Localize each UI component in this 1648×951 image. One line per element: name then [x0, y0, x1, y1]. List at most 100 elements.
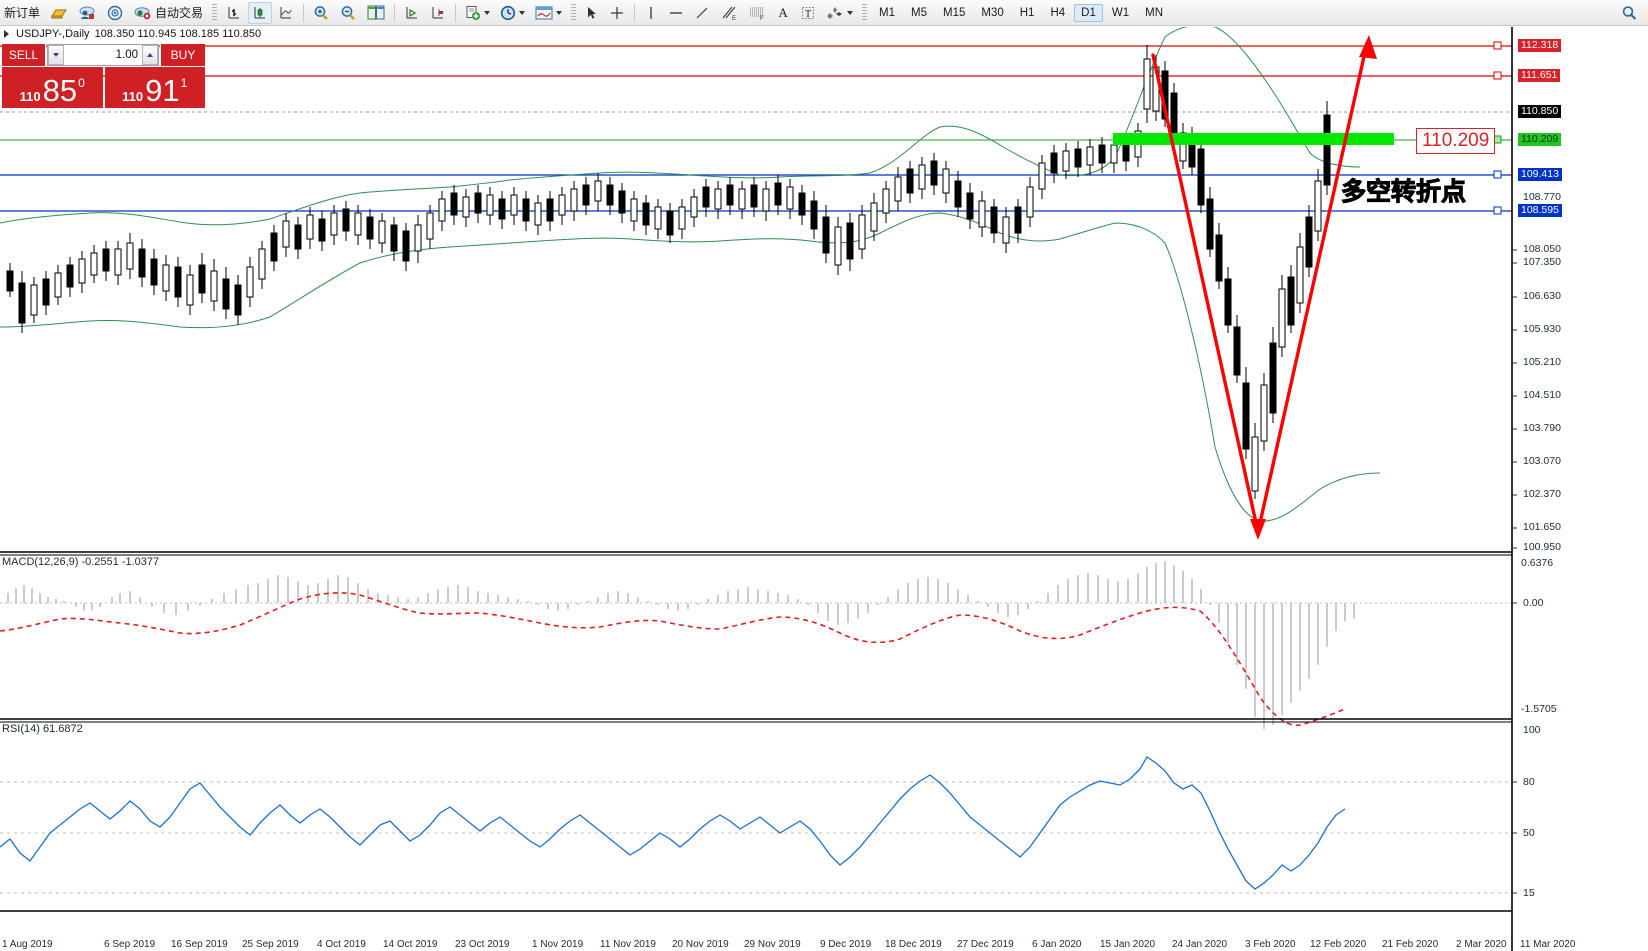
date-tick-16: 24 Jan 2020 [1172, 939, 1228, 950]
arrow-cursor-icon[interactable] [581, 2, 603, 24]
candlestick-chart-button[interactable] [248, 1, 273, 24]
buy-button[interactable]: BUY [160, 44, 205, 66]
toolbar-scroll-left[interactable] [0, 0, 12, 26]
timeframe-mn[interactable]: MN [1145, 6, 1163, 19]
volume-input[interactable]: 1.00 [115, 49, 138, 61]
v-shape-trendline [1151, 35, 1377, 540]
date-tick-21: 11 Mar 2020 [1520, 939, 1576, 950]
timeframe-m15[interactable]: M15 [943, 6, 966, 19]
timeframe-w1[interactable]: W1 [1111, 6, 1130, 19]
timeframe-m5[interactable]: M5 [911, 6, 927, 19]
vertical-line-icon[interactable] [640, 2, 662, 24]
date-axis[interactable]: 1 Aug 2019 6 Sep 2019 16 Sep 2019 25 Sep… [0, 937, 1575, 951]
toolbar-separator-1 [303, 3, 305, 22]
bid-price-main: 85 [42, 73, 78, 108]
toolbar-grip-2[interactable] [571, 3, 577, 22]
add-indicator-icon[interactable] [461, 2, 494, 24]
date-tick-5: 14 Oct 2019 [383, 939, 438, 950]
collapse-triangle-icon[interactable] [4, 30, 9, 38]
volume-stepper[interactable]: 1.00 [47, 44, 159, 66]
volume-decrement-button[interactable] [48, 45, 64, 65]
symbol-timeframe-label: USDJPY-,Daily [16, 28, 90, 40]
timeframe-m1[interactable]: M1 [879, 6, 896, 19]
zoom-in-icon[interactable] [309, 2, 334, 24]
trendline-icon[interactable] [690, 2, 714, 24]
price-callout-110209[interactable]: 110.209 [1416, 128, 1496, 154]
axis-label-106630: 106.630 [1523, 290, 1561, 302]
chart-info-line: USDJPY-,Daily 108.350 110.945 108.185 11… [0, 27, 1648, 41]
new-order-button[interactable]: 新订单 [3, 2, 44, 24]
bollinger-lower-band [0, 212, 1381, 522]
axis-label-112318[interactable]: 112.318 [1518, 39, 1562, 52]
toolbar-separator-3 [455, 3, 457, 22]
line-chart-button[interactable] [274, 2, 298, 24]
auto-scroll-icon[interactable] [400, 2, 424, 24]
crosshair-icon[interactable] [605, 2, 629, 24]
chinese-annotation[interactable]: 多空转折点 [1340, 177, 1467, 207]
macd-axis-label-zero: 0.00 [1523, 597, 1544, 609]
tile-windows-icon[interactable] [363, 2, 389, 24]
template-icon[interactable] [531, 2, 566, 24]
rsi-indicator-label[interactable]: RSI(14) 61.6872 [2, 723, 83, 735]
candlestick-series [6, 45, 1331, 499]
fibonacci-icon[interactable]: F [744, 2, 770, 24]
bid-price-box[interactable]: 110 85 0 [2, 67, 103, 108]
autotrading-button[interactable]: 自动交易 [130, 2, 207, 24]
date-tick-0: 1 Aug 2019 [2, 939, 53, 950]
clock-icon[interactable] [496, 2, 529, 24]
axis-label-101650: 101.650 [1523, 521, 1561, 533]
macd-histogram [7, 561, 1355, 729]
axis-label-109413[interactable]: 109.413 [1518, 168, 1562, 181]
ask-price-box[interactable]: 110 91 1 [104, 67, 205, 108]
one-click-trading-panel[interactable]: SELL 1.00 BUY 110 85 0 110 91 1 [2, 44, 205, 108]
shapes-caret[interactable] [847, 10, 854, 15]
shapes-icon[interactable] [822, 2, 857, 24]
green-highlight-band [1113, 133, 1394, 145]
add-indicator-caret[interactable] [484, 10, 491, 15]
macd-axis-label-bottom: -1.5705 [1521, 703, 1557, 715]
axis-label-103790: 103.790 [1523, 422, 1561, 434]
search-icon[interactable] [1617, 2, 1642, 24]
horizontal-line-icon[interactable] [664, 2, 688, 24]
chart-area[interactable]: 112.318 111.651 110.850 110.209 109.413 … [0, 27, 1648, 951]
new-order-label: 新订单 [4, 6, 41, 20]
axis-label-102370: 102.370 [1523, 488, 1561, 500]
autotrading-label: 自动交易 [155, 6, 204, 20]
macd-indicator-label[interactable]: MACD(12,26,9) -0.2551 -1.0377 [2, 556, 160, 568]
cloud-person-icon[interactable] [74, 2, 100, 24]
axis-label-111651[interactable]: 111.651 [1518, 69, 1561, 82]
macd-signal-line [0, 592, 1346, 727]
gold-bar-icon[interactable] [46, 2, 72, 24]
rsi-axis-label-50: 50 [1523, 827, 1535, 839]
ask-price-main: 91 [145, 73, 180, 108]
toolbar-grip-1[interactable] [212, 3, 218, 22]
channel-icon[interactable]: E [716, 2, 742, 24]
date-tick-9: 20 Nov 2019 [672, 939, 729, 950]
templates-caret[interactable] [556, 10, 563, 15]
period-caret[interactable] [519, 10, 526, 15]
radar-icon[interactable] [102, 2, 128, 24]
zoom-out-icon[interactable] [336, 2, 361, 24]
axis-label-108595[interactable]: 108.595 [1518, 204, 1562, 217]
axis-label-110209[interactable]: 110.209 [1518, 133, 1562, 146]
timeframe-h1[interactable]: H1 [1019, 6, 1035, 19]
svg-text:T: T [805, 9, 811, 20]
timeframe-m30[interactable]: M30 [981, 6, 1004, 19]
toolbar-separator-2 [394, 3, 396, 22]
timeframe-h4[interactable]: H4 [1050, 6, 1066, 19]
timeframe-d1[interactable]: D1 [1074, 3, 1103, 22]
volume-increment-button[interactable] [142, 45, 158, 65]
bar-chart-button[interactable] [222, 2, 246, 24]
axis-label-107350: 107.350 [1523, 256, 1561, 268]
toolbar-grip-3[interactable] [862, 3, 868, 22]
date-tick-3: 25 Sep 2019 [242, 939, 299, 950]
sell-button[interactable]: SELL [2, 44, 46, 66]
text-a-icon[interactable]: A [778, 4, 788, 20]
chart-shift-icon[interactable] [426, 2, 450, 24]
axis-label-105930: 105.930 [1523, 323, 1561, 335]
date-tick-2: 16 Sep 2019 [171, 939, 228, 950]
chart-canvas[interactable] [0, 27, 1648, 951]
svg-text:F: F [760, 16, 764, 21]
ask-price-point: 1 [180, 76, 188, 90]
text-label-icon[interactable]: T [796, 2, 820, 24]
